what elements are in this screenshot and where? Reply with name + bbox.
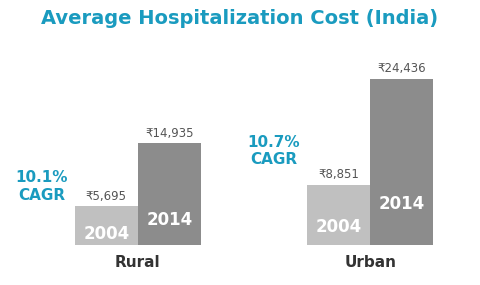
Text: ₹5,695: ₹5,695	[86, 190, 127, 203]
Text: 2014: 2014	[379, 195, 425, 213]
Text: Average Hospitalization Cost (India): Average Hospitalization Cost (India)	[41, 9, 439, 28]
Bar	[371, 79, 433, 245]
Bar	[307, 185, 371, 245]
Text: ₹14,935: ₹14,935	[145, 127, 193, 140]
Text: 2004: 2004	[316, 218, 362, 236]
Bar	[75, 206, 138, 245]
Text: 2004: 2004	[83, 225, 130, 243]
Text: ₹8,851: ₹8,851	[319, 168, 360, 181]
Text: 2014: 2014	[146, 211, 192, 229]
Text: 10.7%
CAGR: 10.7% CAGR	[248, 135, 300, 167]
Bar	[138, 143, 201, 245]
Text: ₹24,436: ₹24,436	[378, 62, 426, 75]
Text: 10.1%
CAGR: 10.1% CAGR	[15, 170, 68, 203]
